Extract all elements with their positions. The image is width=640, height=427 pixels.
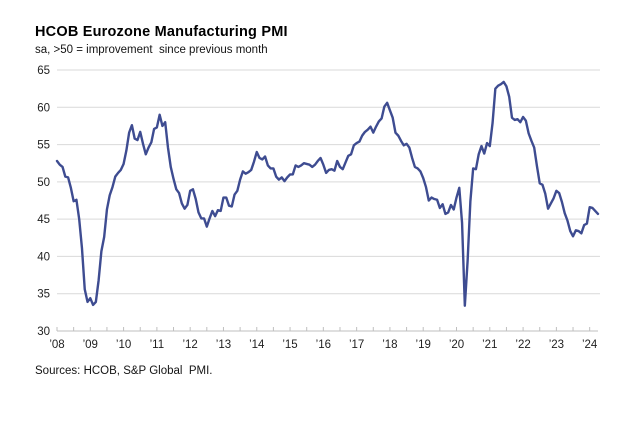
x-axis-tick-label: ’20 [449,339,464,351]
gridlines [57,69,600,295]
y-axis-tick-label: 50 [37,177,50,189]
x-axis-tick-label: ’23 [549,339,564,351]
x-axis-tick-label: ’14 [249,339,265,351]
y-axis-tick-label: 55 [37,140,50,152]
x-axis-ticks [56,327,591,331]
x-axis-tick-label: ’17 [349,339,364,351]
x-axis-tick-label: ’16 [316,339,331,351]
y-axis-tick-label: 40 [37,251,50,263]
chart-sources: Sources: HCOB, S&P Global PMI. [35,365,213,377]
x-axis-tick-label: ’08 [49,339,64,351]
x-axis-tick-label: ’09 [83,339,98,351]
y-axis-labels: 30 35 40 45 50 55 60 65 [37,65,50,338]
x-axis-tick-label: ’10 [116,339,131,351]
x-axis-tick-label: ’15 [282,339,297,351]
y-axis-tick-label: 30 [37,326,50,338]
y-axis-tick-label: 35 [37,289,50,301]
x-axis-tick-label: ’22 [515,339,530,351]
y-axis-tick-label: 45 [37,214,50,226]
x-axis-labels: ’08 ’09 ’10 ’11 ’12 ’13 ’14 ’15 ’16 ’17 ’18 ’19 ’20 ’… [49,339,598,351]
x-axis-tick-label: ’18 [382,339,397,351]
x-axis-tick-label: ’12 [182,339,197,351]
y-axis-tick-label: 60 [37,102,50,114]
x-axis-tick-label: ’24 [582,339,598,351]
x-axis-tick-label: ’13 [216,339,231,351]
x-axis-tick-label: ’21 [482,339,497,351]
x-axis-tick-label: ’11 [150,339,165,351]
pmi-series-line [55,80,600,307]
chart-title: HCOB Eurozone Manufacturing PMI [35,24,288,40]
x-axis-tick-label: ’19 [416,339,431,351]
chart-subtitle: sa, >50 = improvement since previous mon… [35,44,268,56]
y-axis-tick-label: 65 [37,65,50,77]
